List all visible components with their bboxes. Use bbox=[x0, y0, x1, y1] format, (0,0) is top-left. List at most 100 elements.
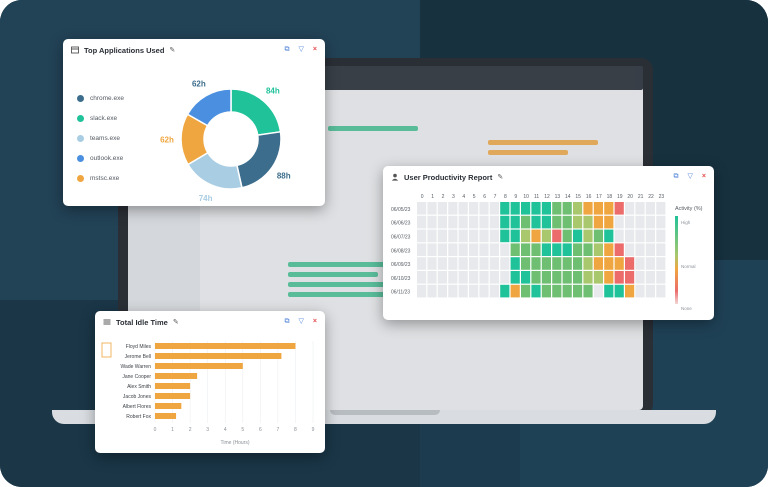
heatmap-cell[interactable] bbox=[521, 229, 531, 243]
heatmap-cell[interactable] bbox=[635, 229, 645, 243]
heatmap-cell[interactable] bbox=[489, 215, 499, 229]
heatmap-cell[interactable] bbox=[604, 243, 614, 256]
heatmap-cell[interactable] bbox=[562, 271, 572, 284]
heatmap-cell[interactable] bbox=[458, 284, 468, 298]
idle-time-bar[interactable] bbox=[155, 393, 191, 399]
heatmap-cell[interactable] bbox=[583, 202, 593, 215]
heatmap-cell[interactable] bbox=[427, 257, 437, 270]
heatmap-cell[interactable] bbox=[427, 202, 437, 215]
heatmap-cell[interactable] bbox=[656, 202, 666, 215]
idle-time-bar[interactable] bbox=[155, 403, 182, 409]
heatmap-cell[interactable] bbox=[541, 243, 551, 256]
edit-icon[interactable]: ✎ bbox=[169, 47, 176, 54]
heatmap-cell[interactable] bbox=[417, 215, 427, 229]
heatmap-cell[interactable] bbox=[604, 215, 614, 229]
heatmap-cell[interactable] bbox=[562, 215, 572, 229]
heatmap-cell[interactable] bbox=[625, 284, 635, 298]
heatmap-cell[interactable] bbox=[593, 215, 603, 229]
heatmap-cell[interactable] bbox=[541, 202, 551, 215]
heatmap-cell[interactable] bbox=[458, 243, 468, 256]
heatmap-cell[interactable] bbox=[489, 229, 499, 243]
heatmap-cell[interactable] bbox=[625, 243, 635, 256]
heatmap-cell[interactable] bbox=[437, 202, 447, 215]
heatmap-cell[interactable] bbox=[427, 215, 437, 229]
idle-time-bar[interactable] bbox=[155, 373, 198, 379]
heatmap-cell[interactable] bbox=[593, 271, 603, 284]
heatmap-cell[interactable] bbox=[458, 271, 468, 284]
heatmap-cell[interactable] bbox=[510, 284, 520, 298]
donut-slice[interactable] bbox=[236, 130, 282, 189]
heatmap-cell[interactable] bbox=[437, 257, 447, 270]
heatmap-cell[interactable] bbox=[573, 202, 583, 215]
heatmap-cell[interactable] bbox=[573, 215, 583, 229]
filter-icon[interactable]: ▽ bbox=[298, 46, 304, 53]
heatmap-cell[interactable] bbox=[417, 284, 427, 298]
heatmap-cell[interactable] bbox=[541, 257, 551, 270]
heatmap-cell[interactable] bbox=[448, 284, 458, 298]
copy-icon[interactable]: ⧉ bbox=[284, 46, 290, 53]
heatmap-cell[interactable] bbox=[541, 229, 551, 243]
idle-time-bar[interactable] bbox=[155, 413, 177, 419]
heatmap-cell[interactable] bbox=[479, 215, 489, 229]
heatmap-cell[interactable] bbox=[521, 257, 531, 270]
heatmap-cell[interactable] bbox=[458, 229, 468, 243]
heatmap-cell[interactable] bbox=[656, 271, 666, 284]
heatmap-cell[interactable] bbox=[521, 202, 531, 215]
heatmap-cell[interactable] bbox=[583, 257, 593, 270]
heatmap-cell[interactable] bbox=[510, 215, 520, 229]
heatmap-cell[interactable] bbox=[552, 284, 562, 298]
copy-icon[interactable]: ⧉ bbox=[673, 173, 679, 180]
heatmap-cell[interactable] bbox=[510, 229, 520, 243]
heatmap-cell[interactable] bbox=[614, 271, 624, 284]
heatmap-cell[interactable] bbox=[417, 202, 427, 215]
heatmap-cell[interactable] bbox=[645, 257, 655, 270]
heatmap-cell[interactable] bbox=[614, 202, 624, 215]
heatmap-cell[interactable] bbox=[552, 257, 562, 270]
heatmap-cell[interactable] bbox=[604, 229, 614, 243]
heatmap-cell[interactable] bbox=[531, 229, 541, 243]
heatmap-cell[interactable] bbox=[510, 202, 520, 215]
heatmap-cell[interactable] bbox=[427, 271, 437, 284]
heatmap-cell[interactable] bbox=[510, 271, 520, 284]
heatmap-cell[interactable] bbox=[614, 257, 624, 270]
heatmap-cell[interactable] bbox=[448, 271, 458, 284]
heatmap-cell[interactable] bbox=[583, 243, 593, 256]
heatmap-cell[interactable] bbox=[656, 215, 666, 229]
heatmap-cell[interactable] bbox=[469, 257, 479, 270]
heatmap-cell[interactable] bbox=[562, 257, 572, 270]
heatmap-cell[interactable] bbox=[489, 243, 499, 256]
heatmap-cell[interactable] bbox=[427, 284, 437, 298]
heatmap-cell[interactable] bbox=[479, 257, 489, 270]
heatmap-cell[interactable] bbox=[645, 229, 655, 243]
idle-time-bar[interactable] bbox=[155, 363, 243, 369]
heatmap-cell[interactable] bbox=[552, 243, 562, 256]
close-icon[interactable]: × bbox=[312, 318, 317, 325]
heatmap-cell[interactable] bbox=[427, 229, 437, 243]
heatmap-cell[interactable] bbox=[417, 257, 427, 270]
idle-time-bar[interactable] bbox=[155, 383, 191, 389]
heatmap-cell[interactable] bbox=[500, 229, 510, 243]
heatmap-cell[interactable] bbox=[645, 271, 655, 284]
heatmap-cell[interactable] bbox=[521, 243, 531, 256]
heatmap-cell[interactable] bbox=[448, 215, 458, 229]
donut-slice[interactable] bbox=[230, 88, 282, 136]
heatmap-cell[interactable] bbox=[437, 271, 447, 284]
heatmap-cell[interactable] bbox=[562, 284, 572, 298]
heatmap-cell[interactable] bbox=[656, 257, 666, 270]
heatmap-cell[interactable] bbox=[593, 202, 603, 215]
heatmap-cell[interactable] bbox=[500, 202, 510, 215]
heatmap-cell[interactable] bbox=[521, 215, 531, 229]
heatmap-cell[interactable] bbox=[583, 229, 593, 243]
heatmap-cell[interactable] bbox=[500, 215, 510, 229]
heatmap-cell[interactable] bbox=[469, 229, 479, 243]
heatmap-cell[interactable] bbox=[458, 202, 468, 215]
heatmap-cell[interactable] bbox=[635, 215, 645, 229]
heatmap-cell[interactable] bbox=[479, 271, 489, 284]
heatmap-cell[interactable] bbox=[521, 284, 531, 298]
heatmap-cell[interactable] bbox=[552, 229, 562, 243]
heatmap-cell[interactable] bbox=[500, 243, 510, 256]
heatmap-cell[interactable] bbox=[448, 257, 458, 270]
heatmap-cell[interactable] bbox=[510, 243, 520, 256]
heatmap-cell[interactable] bbox=[510, 257, 520, 270]
heatmap-cell[interactable] bbox=[437, 229, 447, 243]
